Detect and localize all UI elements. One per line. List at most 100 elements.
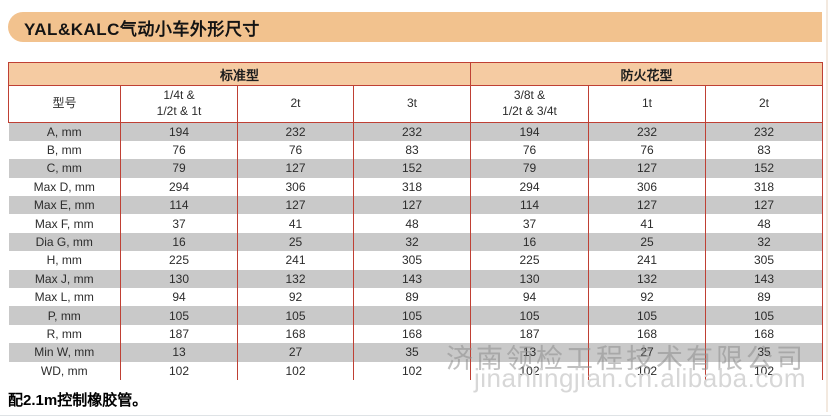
- table-row: R, mm 187 168 168 187 168 168: [9, 324, 824, 344]
- value-cell: 225: [120, 251, 238, 270]
- value-cell: 127: [352, 196, 471, 215]
- value-cell: 105: [705, 306, 824, 325]
- value-cell: 41: [588, 214, 706, 233]
- value-cell: 27: [237, 343, 354, 362]
- value-cell: 76: [120, 140, 238, 160]
- value-cell: 48: [705, 214, 824, 233]
- value-cell: 83: [352, 140, 471, 160]
- value-cell: 105: [352, 306, 471, 325]
- group-header-sparkproof: 防火花型: [470, 62, 824, 86]
- column-header-model: 型号: [8, 85, 121, 123]
- footer-note: 配2.1m控制橡胶管。: [8, 392, 148, 409]
- row-label: Max L, mm: [34, 290, 94, 305]
- value-cell: 127: [588, 196, 706, 215]
- value-cell: 305: [352, 251, 471, 270]
- value-cell: 168: [352, 324, 471, 344]
- row-label: C, mm: [46, 161, 82, 176]
- value-cell: 76: [470, 140, 589, 160]
- page-title: YAL&KALC气动小车外形尺寸: [24, 19, 260, 39]
- value-cell: 102: [705, 361, 824, 380]
- value-cell: 132: [237, 269, 354, 289]
- value-cell: 232: [705, 122, 824, 141]
- value-cell: 152: [352, 159, 471, 178]
- value-cell: 102: [588, 361, 706, 380]
- page-bottom-divider: [0, 415, 831, 416]
- value-cell: 305: [705, 251, 824, 270]
- value-cell: 187: [120, 324, 238, 344]
- value-cell: 13: [470, 343, 589, 362]
- row-label: WD, mm: [40, 363, 88, 378]
- column-header: 3t: [352, 85, 472, 123]
- value-cell: 241: [588, 251, 706, 270]
- title-banner: YAL&KALC气动小车外形尺寸: [8, 12, 822, 42]
- value-cell: 232: [588, 122, 706, 141]
- column-header: 1/4t & 1/2t & 1t: [120, 85, 238, 123]
- value-cell: 306: [237, 177, 354, 197]
- table-row: Max L, mm 94 92 89 94 92 89: [9, 288, 824, 307]
- row-label: Max E, mm: [33, 198, 95, 213]
- column-header-row: 型号 1/4t & 1/2t & 1t 2t 3t 3/8t & 1/2t & …: [8, 85, 824, 123]
- row-label: Max F, mm: [34, 216, 94, 231]
- value-cell: 102: [470, 361, 589, 380]
- table-row: C, mm 79 127 152 79 127 152: [8, 159, 824, 178]
- value-cell: 232: [237, 122, 354, 141]
- row-label: B, mm: [46, 143, 82, 158]
- value-cell: 241: [237, 251, 354, 270]
- value-cell: 105: [470, 306, 589, 325]
- value-cell: 105: [120, 306, 238, 325]
- value-cell: 168: [237, 324, 354, 344]
- value-cell: 168: [705, 324, 824, 344]
- row-label: Max J, mm: [34, 271, 94, 286]
- column-header: 3/8t & 1/2t & 3/4t: [470, 85, 590, 123]
- value-cell: 83: [705, 140, 824, 160]
- value-cell: 294: [470, 177, 589, 197]
- table-row: P, mm 105 105 105 105 105 105: [8, 306, 824, 325]
- value-cell: 37: [120, 214, 238, 233]
- value-cell: 102: [352, 361, 471, 380]
- value-cell: 194: [120, 122, 238, 141]
- value-cell: 79: [120, 159, 238, 178]
- value-cell: 143: [705, 269, 824, 289]
- value-cell: 41: [237, 214, 354, 233]
- value-cell: 25: [237, 232, 354, 252]
- value-cell: 294: [120, 177, 238, 197]
- value-cell: 318: [352, 177, 471, 197]
- value-cell: 25: [588, 232, 706, 252]
- row-label: A, mm: [46, 124, 82, 139]
- value-cell: 76: [588, 140, 706, 160]
- row-label: H, mm: [46, 253, 82, 268]
- value-cell: 225: [470, 251, 589, 270]
- value-cell: 187: [470, 324, 589, 344]
- value-cell: 130: [120, 269, 238, 289]
- column-header: 1t: [588, 85, 707, 123]
- dimensions-table: 标准型 防火花型 型号 1/4t & 1/2t & 1t 2t 3t 3/8t …: [7, 62, 824, 380]
- value-cell: 92: [588, 288, 706, 307]
- column-header: 2t: [237, 85, 354, 123]
- value-cell: 102: [237, 361, 354, 380]
- value-cell: 35: [705, 343, 824, 362]
- table-row: Max D, mm 294 306 318 294 306 318: [9, 177, 824, 197]
- value-cell: 94: [470, 288, 589, 307]
- value-cell: 94: [120, 288, 238, 307]
- row-label: Min W, mm: [34, 345, 95, 360]
- table-row: A, mm 194 232 232 194 232 232: [8, 122, 824, 141]
- value-cell: 105: [237, 306, 354, 325]
- group-header-row: 标准型 防火花型: [7, 62, 824, 86]
- table-row: H, mm 225 241 305 225 241 305: [9, 251, 824, 270]
- value-cell: 27: [588, 343, 706, 362]
- value-cell: 35: [352, 343, 471, 362]
- table-row: Max F, mm 37 41 48 37 41 48: [9, 214, 824, 233]
- value-cell: 79: [470, 159, 589, 178]
- value-cell: 127: [237, 159, 354, 178]
- value-cell: 16: [120, 232, 238, 252]
- table-row: Max J, mm 130 132 143 130 132 143: [8, 269, 824, 289]
- value-cell: 232: [352, 122, 471, 141]
- group-header-standard: 标准型: [7, 62, 472, 86]
- value-cell: 152: [705, 159, 824, 178]
- value-cell: 127: [237, 196, 354, 215]
- value-cell: 130: [470, 269, 589, 289]
- row-label: Max D, mm: [33, 179, 95, 194]
- value-cell: 76: [237, 140, 354, 160]
- value-cell: 48: [352, 214, 471, 233]
- value-cell: 105: [588, 306, 706, 325]
